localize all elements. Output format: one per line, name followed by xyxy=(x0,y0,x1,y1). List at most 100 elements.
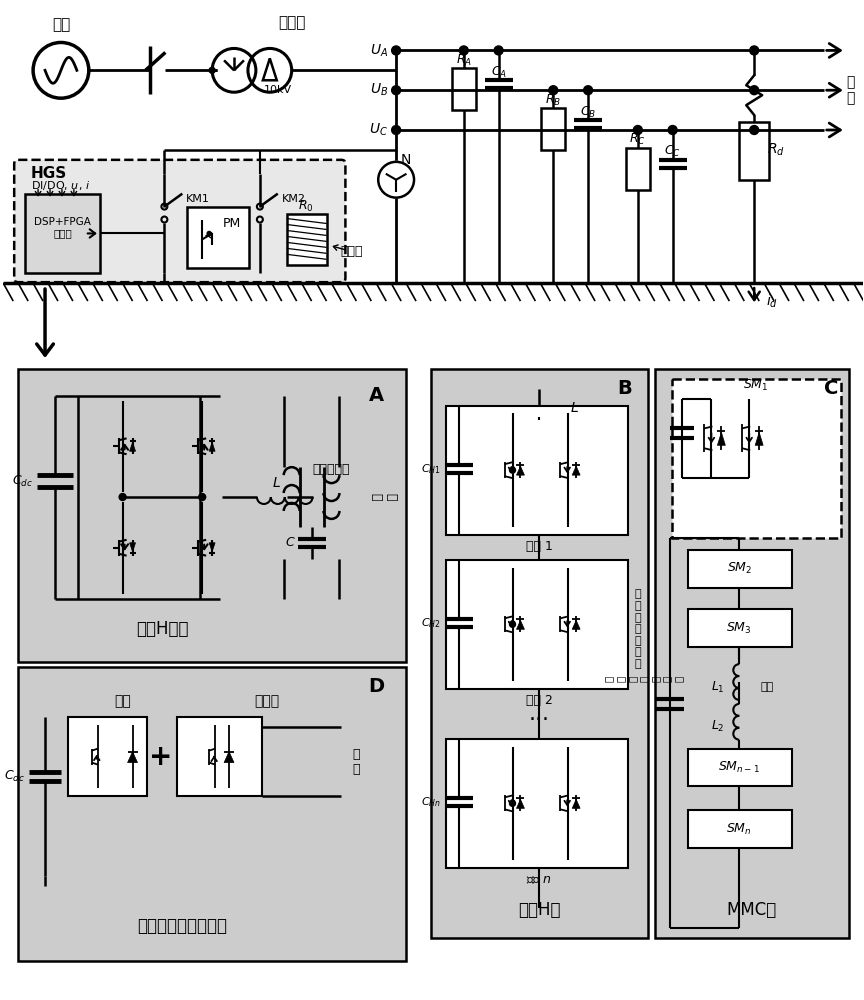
Polygon shape xyxy=(717,432,726,445)
Text: D: D xyxy=(368,677,384,696)
Text: N: N xyxy=(401,153,411,167)
Text: KM1: KM1 xyxy=(187,194,210,204)
Text: C: C xyxy=(823,379,838,398)
Bar xyxy=(688,810,792,848)
Text: HGS: HGS xyxy=(31,166,67,181)
Text: $C_{H2}$: $C_{H2}$ xyxy=(421,616,441,630)
Polygon shape xyxy=(130,543,136,552)
Text: $SM_2$: $SM_2$ xyxy=(727,561,752,576)
Circle shape xyxy=(460,46,468,55)
Bar xyxy=(688,609,792,647)
Circle shape xyxy=(207,231,211,235)
Bar xyxy=(446,406,628,535)
Polygon shape xyxy=(130,442,136,451)
Circle shape xyxy=(510,621,516,627)
Text: +: + xyxy=(149,743,172,771)
Circle shape xyxy=(633,126,642,134)
Text: $R_A$: $R_A$ xyxy=(455,53,472,68)
Text: $C_B$: $C_B$ xyxy=(580,105,596,120)
Text: $C_C$: $C_C$ xyxy=(664,144,681,159)
Circle shape xyxy=(494,46,503,55)
Text: $C_{Hn}$: $C_{Hn}$ xyxy=(421,795,441,809)
Text: DSP+FPGA: DSP+FPGA xyxy=(35,217,92,227)
Text: KM2: KM2 xyxy=(282,194,306,204)
Text: DI/DO, $u$, $i$: DI/DO, $u$, $i$ xyxy=(31,179,90,192)
Circle shape xyxy=(583,86,593,95)
Text: 电网: 电网 xyxy=(52,17,70,32)
Bar xyxy=(655,369,848,938)
Polygon shape xyxy=(209,442,215,451)
Text: 触
发
及
注
入
控
制: 触 发 及 注 入 控 制 xyxy=(634,590,641,669)
Text: $U_A$: $U_A$ xyxy=(370,42,388,59)
Bar xyxy=(446,560,628,689)
Text: A: A xyxy=(369,386,384,405)
Circle shape xyxy=(391,126,401,134)
Circle shape xyxy=(750,46,759,55)
Text: $C_{dc}$: $C_{dc}$ xyxy=(12,474,33,489)
Text: $R_d$: $R_d$ xyxy=(767,142,785,158)
Text: 串
联: 串 联 xyxy=(353,748,360,776)
Polygon shape xyxy=(517,620,524,629)
Text: $L$: $L$ xyxy=(272,476,281,490)
Text: 模块 $n$: 模块 $n$ xyxy=(526,873,552,886)
Text: MMC型: MMC型 xyxy=(726,901,777,919)
Bar xyxy=(287,214,327,265)
Circle shape xyxy=(750,126,759,134)
Circle shape xyxy=(668,126,677,134)
Circle shape xyxy=(750,86,759,95)
Text: 触
发
及
注
入
控
制: 触 发 及 注 入 控 制 xyxy=(604,676,683,682)
Bar xyxy=(431,369,648,938)
Text: 新型: 新型 xyxy=(114,694,131,708)
Bar xyxy=(452,68,476,110)
Text: B: B xyxy=(618,379,632,398)
FancyBboxPatch shape xyxy=(14,160,346,282)
Text: 异质功率器件组合型: 异质功率器件组合型 xyxy=(137,917,227,935)
Bar xyxy=(177,717,262,796)
Text: $L_1$: $L_1$ xyxy=(710,679,724,695)
Circle shape xyxy=(549,86,558,95)
Text: $C_{dc}$: $C_{dc}$ xyxy=(4,769,25,784)
Polygon shape xyxy=(572,799,580,808)
Text: $C_A$: $C_A$ xyxy=(491,65,506,80)
Text: PM: PM xyxy=(223,217,241,230)
Text: 级联H桥: 级联H桥 xyxy=(518,901,561,919)
Text: 10kV: 10kV xyxy=(264,85,292,95)
Text: 单相H桥型: 单相H桥型 xyxy=(137,620,188,638)
Polygon shape xyxy=(572,620,580,629)
Polygon shape xyxy=(572,466,580,475)
Text: 变压器: 变压器 xyxy=(278,15,305,30)
Circle shape xyxy=(391,46,401,55)
Text: $U_B$: $U_B$ xyxy=(370,82,388,98)
Bar xyxy=(68,717,148,796)
Circle shape xyxy=(510,467,516,473)
Text: $R_0$: $R_0$ xyxy=(298,199,314,214)
Polygon shape xyxy=(517,799,524,808)
Bar xyxy=(187,207,249,268)
Text: 传统型: 传统型 xyxy=(254,694,279,708)
Text: $R_C$: $R_C$ xyxy=(630,132,646,147)
Text: $L$: $L$ xyxy=(569,401,579,415)
Bar xyxy=(688,749,792,786)
Text: $C$: $C$ xyxy=(285,536,295,549)
Text: $U_C$: $U_C$ xyxy=(369,122,388,138)
Text: 小电阻: 小电阻 xyxy=(340,245,363,258)
Text: $L_2$: $L_2$ xyxy=(710,719,724,734)
Bar xyxy=(671,379,841,538)
Text: $C_{H1}$: $C_{H1}$ xyxy=(421,462,441,476)
Bar xyxy=(542,108,565,150)
Polygon shape xyxy=(517,466,524,475)
Polygon shape xyxy=(209,543,215,552)
Text: $SM_1$: $SM_1$ xyxy=(743,378,769,393)
Polygon shape xyxy=(755,432,763,445)
Text: ...: ... xyxy=(529,704,550,724)
Text: $R_B$: $R_B$ xyxy=(545,93,562,108)
Text: 控制器: 控制器 xyxy=(54,228,73,238)
Text: $SM_{n-1}$: $SM_{n-1}$ xyxy=(718,760,760,775)
Bar xyxy=(688,550,792,588)
Polygon shape xyxy=(224,752,234,763)
Bar xyxy=(18,369,406,662)
Polygon shape xyxy=(128,752,137,763)
Bar xyxy=(626,148,650,190)
Circle shape xyxy=(510,800,516,806)
Text: $SM_3$: $SM_3$ xyxy=(727,621,752,636)
